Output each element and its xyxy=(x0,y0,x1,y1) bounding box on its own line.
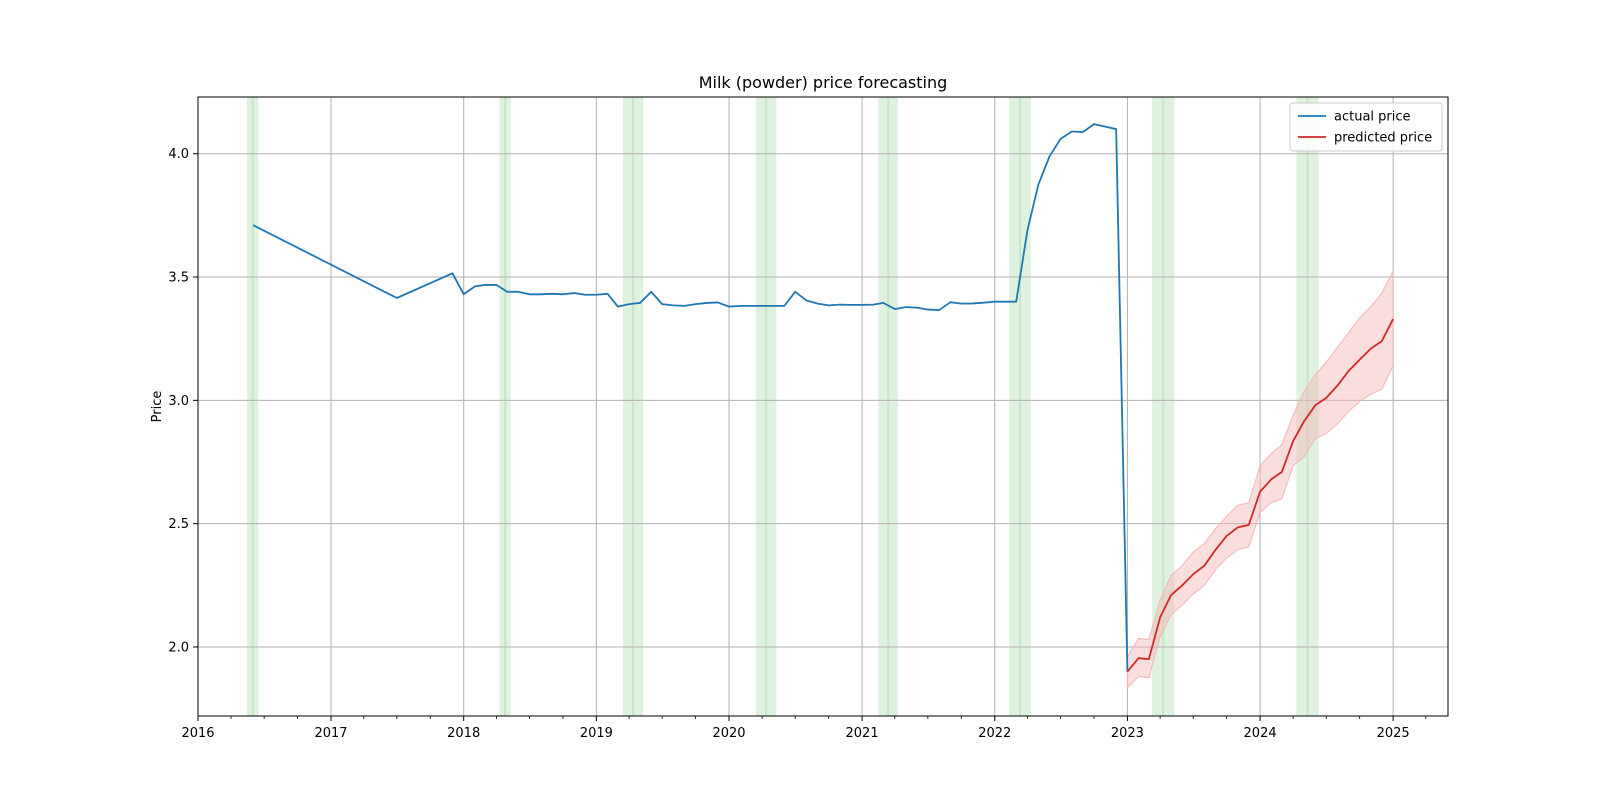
y-tick-label-1: 2.5 xyxy=(168,517,189,532)
grid-lines xyxy=(198,97,1448,716)
x-tick-label-2: 2018 xyxy=(447,726,480,741)
prediction-band-area xyxy=(1126,270,1394,689)
y-tick-label-0: 2.0 xyxy=(168,640,189,655)
prediction-interval-band xyxy=(1126,270,1394,689)
y-tick-label-3: 3.5 xyxy=(168,271,189,286)
legend-label-1: predicted price xyxy=(1334,131,1432,146)
x-tick-label-3: 2019 xyxy=(580,726,613,741)
chart-title: Milk (powder) price forecasting xyxy=(699,73,948,92)
y-axis-label: Price xyxy=(150,391,165,423)
legend: actual price predicted price xyxy=(1289,102,1443,152)
series-lines xyxy=(252,123,1394,673)
x-axis: 2016 2017 2018 2019 2020 2021 2022 2023 2024 2025 xyxy=(181,716,1427,741)
y-axis: 2.0 2.5 3.0 3.5 4.0 xyxy=(168,147,198,655)
series-line-predicted-price xyxy=(1126,318,1394,673)
y-tick-label-4: 4.0 xyxy=(168,147,189,162)
plot-frame xyxy=(197,96,1449,717)
series-line-actual-price xyxy=(252,123,1129,672)
x-tick-label-5: 2021 xyxy=(846,726,879,741)
legend-label-0: actual price xyxy=(1334,110,1411,125)
x-tick-label-0: 2016 xyxy=(181,726,214,741)
x-tick-label-7: 2023 xyxy=(1111,726,1144,741)
highlight-bands xyxy=(247,97,1319,716)
x-tick-label-9: 2025 xyxy=(1377,726,1410,741)
y-tick-label-2: 3.0 xyxy=(168,394,189,409)
legend-box xyxy=(1289,102,1443,152)
x-tick-label-6: 2022 xyxy=(978,726,1011,741)
x-tick-label-4: 2020 xyxy=(712,726,745,741)
x-tick-label-8: 2024 xyxy=(1244,726,1277,741)
x-tick-label-1: 2017 xyxy=(314,726,347,741)
